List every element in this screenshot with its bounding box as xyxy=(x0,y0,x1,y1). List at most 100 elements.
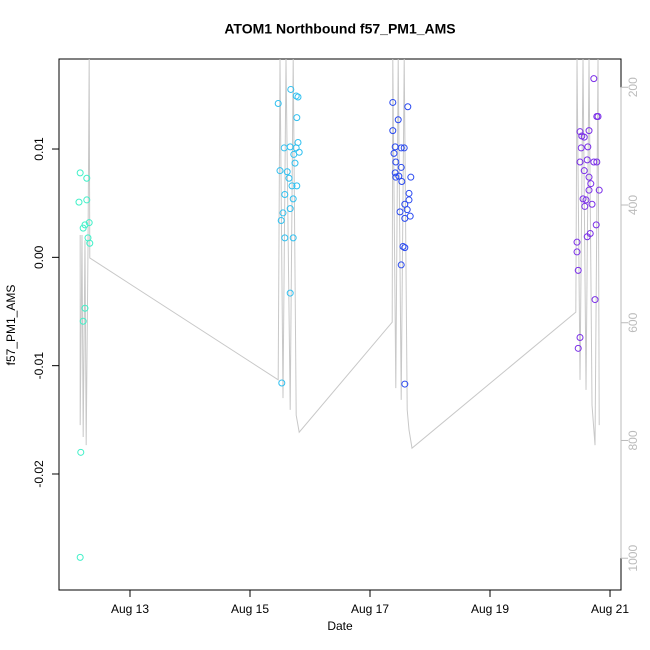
y-tick-label: 0.00 xyxy=(32,245,46,269)
point xyxy=(585,173,593,181)
point xyxy=(595,186,603,194)
point xyxy=(291,159,299,167)
point xyxy=(392,158,400,166)
point xyxy=(287,85,295,93)
point xyxy=(593,158,601,166)
point xyxy=(389,98,397,106)
point xyxy=(403,206,411,214)
point xyxy=(401,380,409,388)
point xyxy=(77,448,85,456)
point xyxy=(579,195,587,203)
y2-tick-label: 400 xyxy=(626,195,640,215)
point xyxy=(293,182,301,190)
x-axis-label: Date xyxy=(327,619,353,633)
point xyxy=(404,103,412,111)
point xyxy=(286,205,294,213)
point xyxy=(290,150,298,158)
point xyxy=(401,244,409,252)
plot-area xyxy=(75,59,603,561)
point xyxy=(285,174,293,182)
point xyxy=(83,174,91,182)
point xyxy=(292,92,300,100)
point xyxy=(405,189,413,197)
point xyxy=(588,200,596,208)
point xyxy=(79,317,87,325)
point xyxy=(279,209,287,217)
point xyxy=(81,304,89,312)
point xyxy=(281,191,289,199)
point xyxy=(288,182,296,190)
point xyxy=(591,296,599,304)
point xyxy=(574,266,582,274)
point xyxy=(594,113,602,121)
y-tick-label: -0.02 xyxy=(32,460,46,488)
point xyxy=(390,149,398,157)
point xyxy=(592,221,600,229)
point xyxy=(399,243,407,251)
y-tick-label: -0.01 xyxy=(32,352,46,380)
point xyxy=(576,333,584,341)
point xyxy=(395,172,403,180)
point xyxy=(394,116,402,124)
point xyxy=(276,167,284,175)
point xyxy=(585,186,593,194)
point xyxy=(587,180,595,188)
point xyxy=(389,127,397,135)
point xyxy=(286,143,294,151)
point xyxy=(76,553,84,561)
point xyxy=(576,158,584,166)
point xyxy=(81,221,89,229)
point xyxy=(397,144,405,152)
y2-tick-label: 1000 xyxy=(626,545,640,572)
point xyxy=(277,217,285,225)
point xyxy=(280,144,288,152)
point xyxy=(397,261,405,269)
point xyxy=(581,202,589,210)
point xyxy=(278,379,286,387)
point xyxy=(400,144,408,152)
point xyxy=(289,234,297,242)
point xyxy=(573,248,581,256)
point xyxy=(576,128,584,136)
point xyxy=(585,127,593,135)
point xyxy=(294,93,302,101)
x-tick-label: Aug 13 xyxy=(111,602,149,616)
y2-tick-label: 200 xyxy=(626,77,640,97)
point xyxy=(397,163,405,171)
point xyxy=(405,196,413,204)
point xyxy=(574,344,582,352)
point xyxy=(396,208,404,216)
point xyxy=(584,143,592,151)
point xyxy=(590,158,598,166)
y-tick-label: 0.01 xyxy=(32,137,46,161)
point xyxy=(590,75,598,83)
point xyxy=(85,219,93,227)
point xyxy=(407,173,415,181)
point xyxy=(293,114,301,122)
x-tick-label: Aug 19 xyxy=(471,602,509,616)
point xyxy=(281,234,289,242)
point xyxy=(274,100,282,108)
point xyxy=(83,196,91,204)
point xyxy=(583,233,591,241)
point xyxy=(398,178,406,186)
x-tick-label: Aug 17 xyxy=(351,602,389,616)
y2-tick-label: 600 xyxy=(626,312,640,332)
point xyxy=(76,169,84,177)
y-axis-label: f57_PM1_AMS xyxy=(4,285,18,366)
point xyxy=(286,289,294,297)
point xyxy=(289,195,297,203)
point xyxy=(406,212,414,220)
y2-tick-label: 800 xyxy=(626,430,640,450)
x-tick-label: Aug 15 xyxy=(231,602,269,616)
point xyxy=(580,167,588,175)
x-tick-label: Aug 21 xyxy=(591,602,629,616)
line xyxy=(79,59,600,450)
point xyxy=(392,173,400,181)
plot-frame xyxy=(58,58,622,591)
point xyxy=(577,144,585,152)
point xyxy=(583,156,591,164)
point xyxy=(86,239,94,247)
point xyxy=(582,196,590,204)
